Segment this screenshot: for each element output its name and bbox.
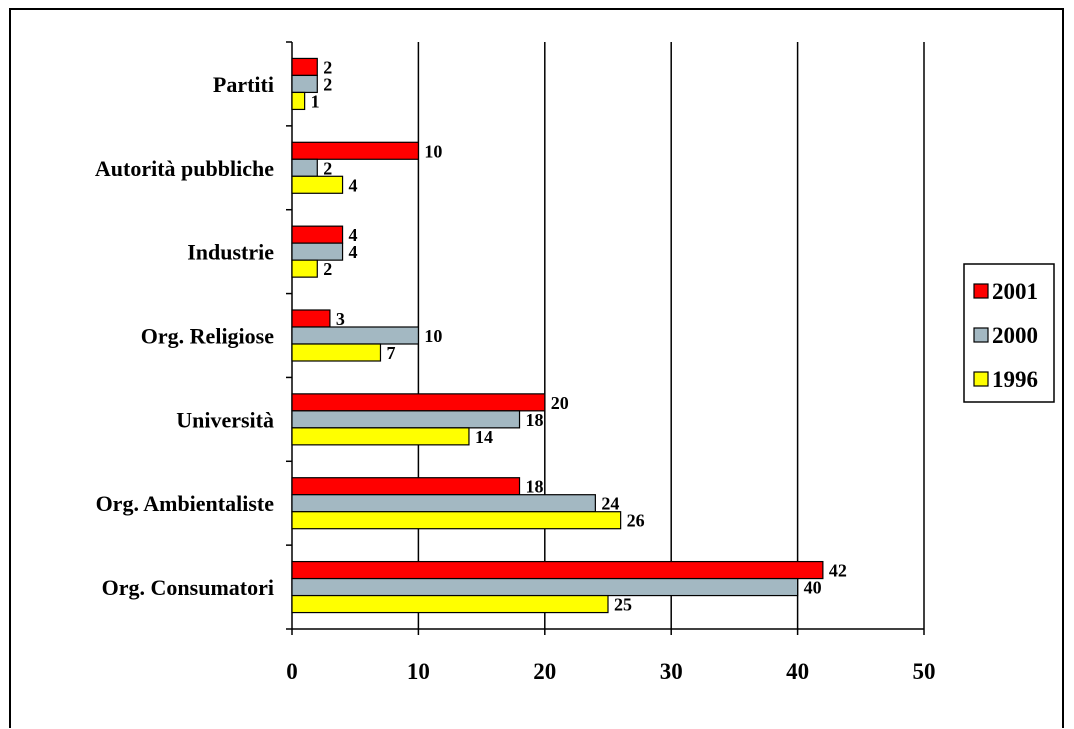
data-label: 7 (386, 343, 395, 363)
category-label: Org. Religiose (141, 324, 274, 349)
data-label: 2 (323, 259, 332, 279)
data-label: 4 (349, 242, 358, 262)
bar-2001 (291, 225, 344, 244)
bar-1996 (291, 343, 382, 362)
bar-2001 (291, 309, 331, 328)
x-tick-label: 0 (286, 659, 298, 684)
bar-2000 (291, 74, 318, 94)
legend-swatch-1996 (973, 371, 989, 387)
data-label: 24 (601, 494, 619, 514)
bar-2001 (291, 477, 521, 496)
data-label: 10 (424, 141, 442, 161)
bar-1996 (291, 511, 622, 530)
data-label: 18 (526, 410, 544, 430)
bar-2000 (291, 326, 420, 345)
data-label: 4 (349, 175, 358, 195)
category-label: Autorità pubbliche (95, 156, 274, 181)
legend-label: 1996 (992, 367, 1038, 392)
legend-label: 2001 (992, 279, 1038, 304)
data-label: 14 (475, 427, 493, 447)
data-label: 4 (349, 225, 358, 245)
data-label: 2 (323, 57, 332, 77)
x-tick-label: 40 (786, 659, 809, 684)
bar-1996 (291, 427, 470, 446)
x-tick-label: 30 (660, 659, 683, 684)
bar-2000 (291, 158, 318, 177)
data-label: 2 (323, 158, 332, 178)
x-tick-label: 10 (407, 659, 430, 684)
bar-2000 (291, 410, 521, 429)
bar-2001 (291, 57, 318, 77)
data-label: 42 (829, 561, 847, 581)
data-label: 3 (336, 309, 345, 329)
bar-2001 (291, 141, 420, 160)
bar-2000 (291, 494, 596, 513)
legend-swatch-2000 (973, 327, 989, 343)
bar-2001 (291, 560, 824, 580)
data-label: 1 (311, 91, 320, 111)
bar-2000 (291, 577, 799, 597)
category-label: Partiti (213, 72, 274, 97)
bar-2001 (291, 393, 546, 412)
data-label: 26 (627, 511, 645, 531)
x-tick-label: 50 (913, 659, 936, 684)
category-label: Org. Ambientaliste (96, 491, 275, 516)
bar-1996 (291, 91, 306, 111)
bar-1996 (291, 175, 344, 194)
data-label: 20 (551, 393, 569, 413)
bar-2000 (291, 242, 344, 261)
category-label: Org. Consumatori (102, 575, 274, 600)
x-tick-label: 20 (533, 659, 556, 684)
bar-1996 (291, 594, 609, 614)
chart-frame (9, 8, 1064, 728)
data-label: 10 (424, 326, 442, 346)
bar-1996 (291, 259, 318, 278)
data-label: 25 (614, 595, 632, 615)
legend-label: 2000 (992, 323, 1038, 348)
category-label: Università (176, 407, 274, 432)
data-label: 2 (323, 74, 332, 94)
legend-swatch-2001 (973, 283, 989, 299)
data-label: 18 (526, 477, 544, 497)
category-label: Industrie (187, 240, 274, 265)
data-label: 40 (804, 578, 822, 598)
